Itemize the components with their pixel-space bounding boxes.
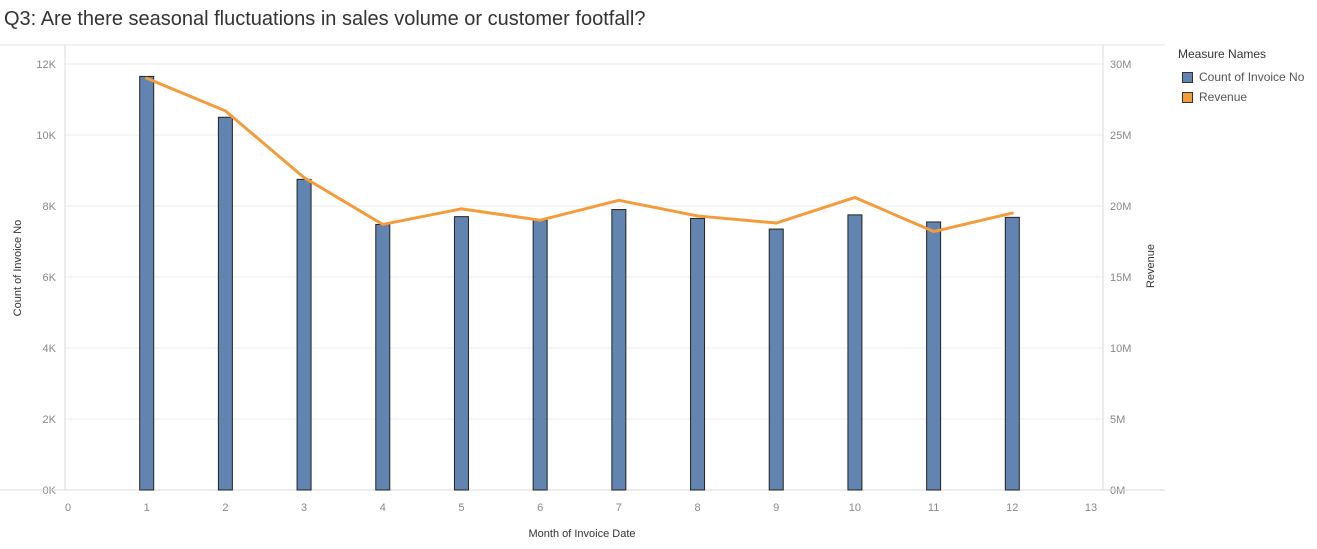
y2-tick-label: 10M xyxy=(1110,343,1131,355)
x-tick-label: 10 xyxy=(849,502,861,514)
x-tick-label: 2 xyxy=(222,502,228,514)
bar-count-month-6 xyxy=(532,219,548,491)
legend-swatch-revenue xyxy=(1182,91,1193,103)
x-tick-label: 5 xyxy=(458,502,464,514)
y2-axis-title: Revenue xyxy=(1145,244,1157,288)
x-tick-label: 1 xyxy=(144,502,150,514)
legend-title: Measure Names xyxy=(1178,47,1267,61)
y-tick-label: 4K xyxy=(43,343,57,355)
y-tick-label: 0K xyxy=(43,485,57,497)
bar-count-month-7 xyxy=(611,209,627,491)
y2-tick-label: 15M xyxy=(1110,272,1131,284)
y-tick-label: 8K xyxy=(43,201,57,213)
bar-count-month-3 xyxy=(296,178,312,491)
bar-count-month-8 xyxy=(690,217,706,491)
x-tick-label: 9 xyxy=(773,502,779,514)
bar-count-month-2 xyxy=(217,116,233,491)
y2-tick-label: 0M xyxy=(1110,485,1125,497)
x-tick-label: 3 xyxy=(301,502,307,514)
x-tick-label: 0 xyxy=(65,502,71,514)
x-tick-label: 13 xyxy=(1085,502,1097,514)
y2-tick-label: 20M xyxy=(1110,201,1131,213)
legend-swatch-count xyxy=(1182,71,1193,83)
x-tick-label: 12 xyxy=(1006,502,1018,514)
x-tick-label: 8 xyxy=(694,502,700,514)
x-tick-label: 4 xyxy=(380,502,386,514)
legend-item-count[interactable]: Count of Invoice No xyxy=(1178,67,1304,87)
y-tick-label: 12K xyxy=(36,59,56,71)
x-axis-title: Month of Invoice Date xyxy=(528,528,635,540)
bar-count-month-9 xyxy=(768,228,784,491)
x-tick-label: 11 xyxy=(928,502,939,514)
legend-label-count: Count of Invoice No xyxy=(1199,70,1305,84)
revenue-line xyxy=(145,76,1014,234)
legend-item-revenue[interactable]: Revenue xyxy=(1178,87,1304,107)
y2-tick-label: 5M xyxy=(1110,414,1125,426)
y-tick-label: 6K xyxy=(43,272,57,284)
legend-label-revenue: Revenue xyxy=(1199,90,1248,104)
bar-count-month-5 xyxy=(453,216,469,491)
bar-count-month-4 xyxy=(375,223,391,491)
x-tick-label: 7 xyxy=(616,502,622,514)
y-axis-title: Count of Invoice No xyxy=(12,220,24,317)
y-tick-label: 2K xyxy=(43,414,57,426)
bar-count-month-11 xyxy=(926,221,942,491)
bar-count-month-1 xyxy=(139,75,155,491)
y2-tick-label: 25M xyxy=(1110,130,1131,142)
y2-tick-label: 30M xyxy=(1110,59,1131,71)
legend: Measure Names Count of Invoice No Revenu… xyxy=(1178,47,1304,107)
bar-count-month-10 xyxy=(847,214,863,491)
x-tick-label: 6 xyxy=(537,502,543,514)
bar-count-month-12 xyxy=(1004,216,1020,491)
y-tick-label: 10K xyxy=(36,130,56,142)
page-title: Q3: Are there seasonal fluctuations in s… xyxy=(4,8,646,30)
